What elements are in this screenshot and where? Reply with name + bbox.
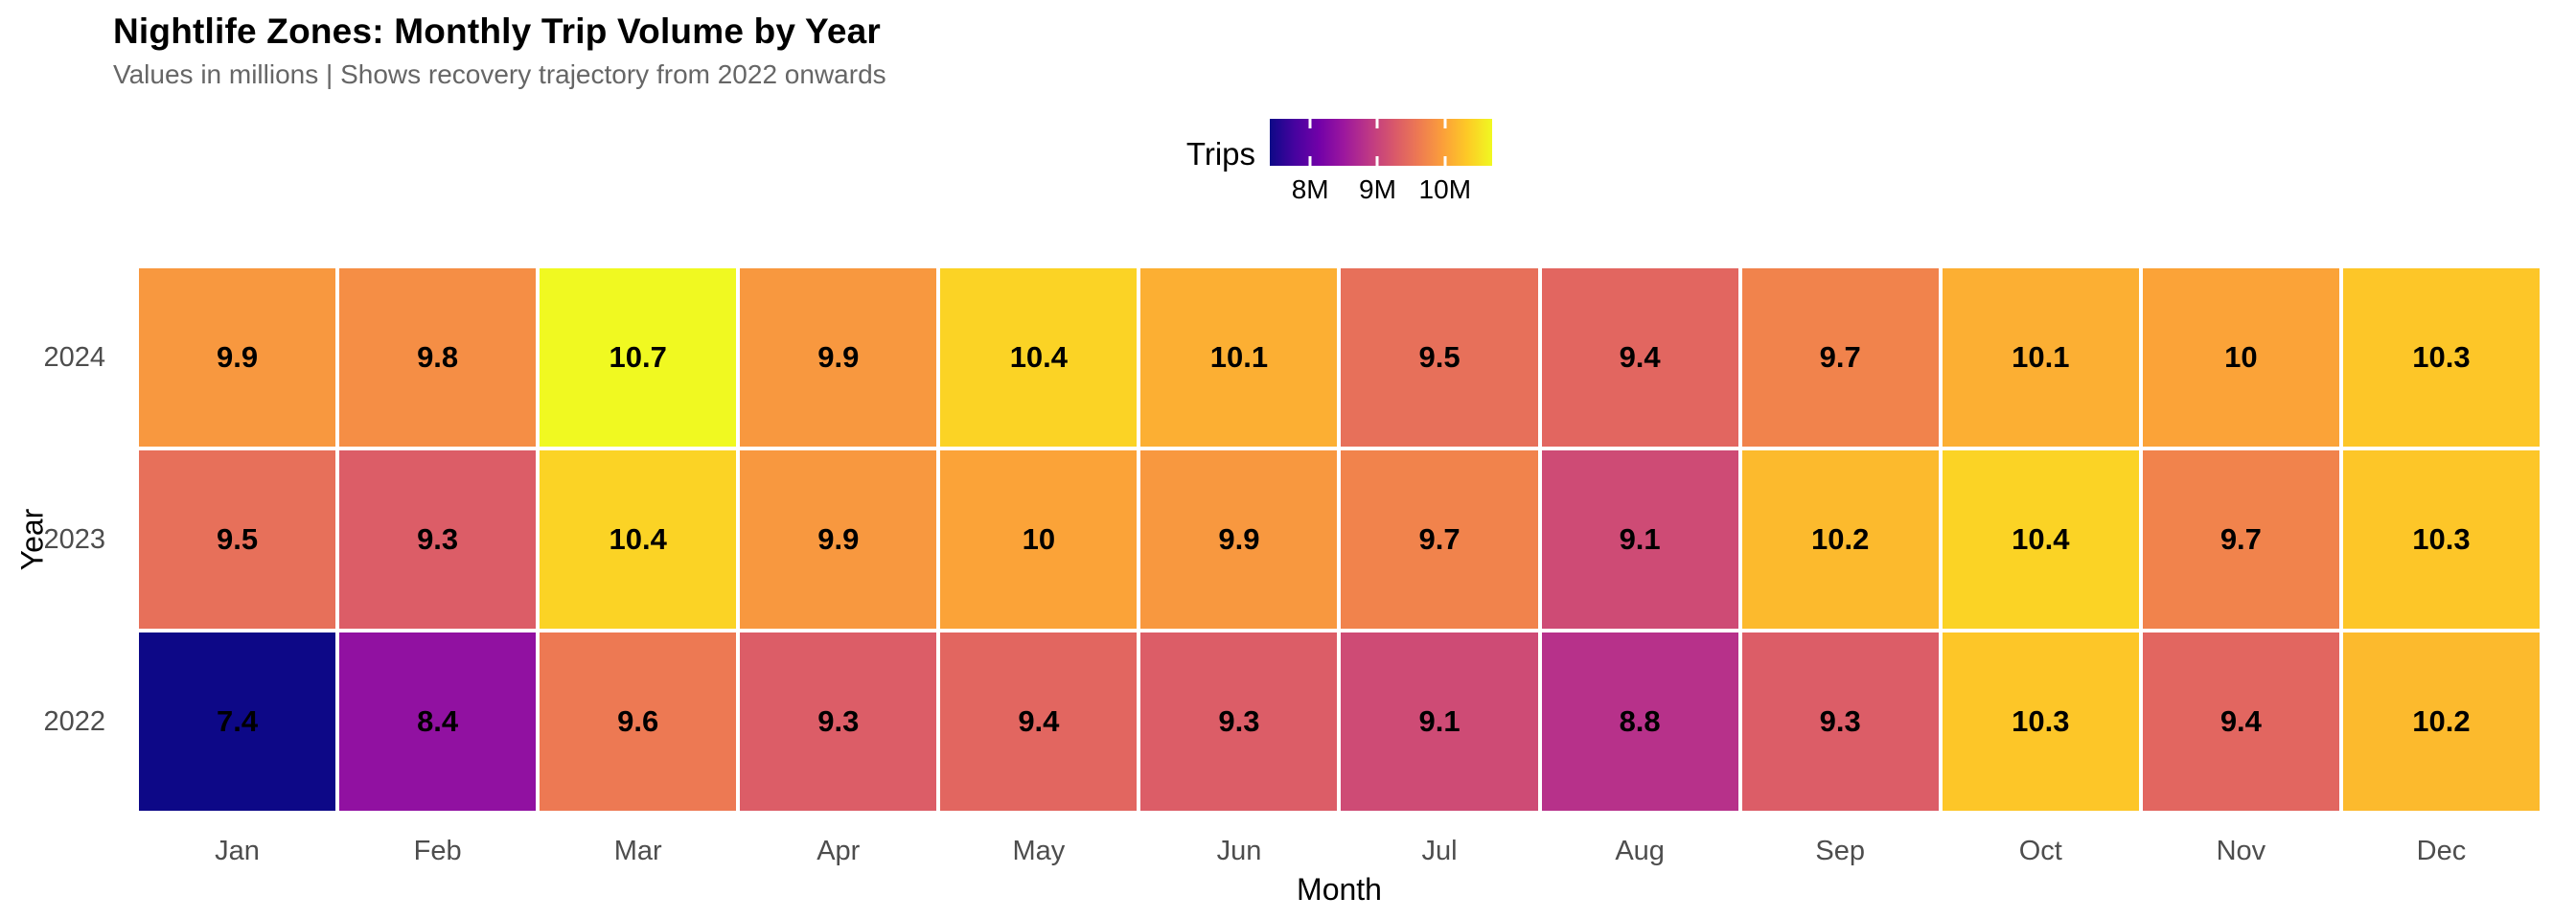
heatmap-cell: 9.8 <box>339 268 537 447</box>
heatmap-cell: 10.3 <box>2342 450 2540 629</box>
heatmap-cell: 10.3 <box>1942 632 2139 811</box>
x-tick-label: Apr <box>816 836 861 866</box>
x-tick-label: Aug <box>1615 836 1665 866</box>
heatmap-cell: 10.3 <box>2342 268 2540 447</box>
heatmap-cell: 10.4 <box>1942 450 2139 629</box>
x-tick-labels: Jan Feb Mar Apr May Jun Jul Aug Sep Oct Nov Dec <box>139 836 2540 870</box>
heatmap-cell: 10.4 <box>540 450 737 629</box>
x-tick-label: Jan <box>215 836 260 866</box>
heatmap-cell: 9.9 <box>139 268 336 447</box>
heatmap-cell: 9.5 <box>139 450 336 629</box>
heatmap-cell: 8.4 <box>339 632 537 811</box>
y-tick-label: 2024 <box>43 341 105 373</box>
heatmap-cell: 10.1 <box>1140 268 1338 447</box>
legend-gradient-bar <box>1270 119 1492 166</box>
heatmap-cell: 9.3 <box>740 632 937 811</box>
legend-tick-mark <box>1375 156 1379 166</box>
legend-tick-labels: 8M 9M 10M <box>1270 174 1492 205</box>
heatmap-cell: 9.4 <box>2142 632 2339 811</box>
legend-title: Trips <box>1185 136 1255 172</box>
x-tick-label: Nov <box>2216 836 2266 866</box>
heatmap-cell: 10.4 <box>940 268 1138 447</box>
heatmap-cell: 10.2 <box>1741 450 1939 629</box>
y-tick-labels: 2024 2023 2022 <box>0 268 113 811</box>
x-axis-title: Month <box>1297 872 1382 907</box>
x-tick-label: Dec <box>2416 836 2467 866</box>
heatmap-cell: 9.3 <box>339 450 537 629</box>
chart-subtitle: Values in millions | Shows recovery traj… <box>113 59 886 89</box>
legend-tick-label: 9M <box>1359 174 1396 204</box>
heatmap-cell: 9.1 <box>1341 632 1538 811</box>
heatmap-cell: 9.4 <box>940 632 1138 811</box>
legend-tick-mark <box>1375 119 1379 128</box>
x-tick-label: Jun <box>1216 836 1262 866</box>
x-tick-label: Oct <box>2018 836 2062 866</box>
y-tick-label: 2022 <box>43 705 105 737</box>
heatmap-cell: 9.7 <box>2142 450 2339 629</box>
heatmap-cell: 9.9 <box>1140 450 1338 629</box>
heatmap-cell: 7.4 <box>139 632 336 811</box>
heatmap-cell: 9.4 <box>1541 268 1738 447</box>
x-tick-label: Mar <box>613 836 662 866</box>
y-tick-label: 2023 <box>43 523 105 555</box>
heatmap-cell: 9.7 <box>1741 268 1939 447</box>
legend-tick-label: 10M <box>1418 174 1472 204</box>
x-tick-label: Feb <box>413 836 462 866</box>
legend-tick-mark <box>1308 156 1312 166</box>
heatmap-cell: 9.5 <box>1341 268 1538 447</box>
heatmap-cell: 10.2 <box>2342 632 2540 811</box>
x-tick-label: May <box>1012 836 1066 866</box>
heatmap-cell: 9.9 <box>740 450 937 629</box>
legend-tick-mark <box>1443 156 1447 166</box>
chart-title: Nightlife Zones: Monthly Trip Volume by … <box>113 12 881 51</box>
heatmap-cell: 9.7 <box>1341 450 1538 629</box>
heatmap-cell: 10 <box>940 450 1138 629</box>
legend-tick-mark <box>1308 119 1312 128</box>
heatmap-cell: 10.1 <box>1942 268 2139 447</box>
heatmap-cell: 9.3 <box>1741 632 1939 811</box>
x-tick-label: Jul <box>1421 836 1458 866</box>
heatmap-cell: 9.9 <box>740 268 937 447</box>
x-tick-label: Sep <box>1815 836 1865 866</box>
heatmap-grid: 9.9 9.8 10.7 9.9 10.4 10.1 9.5 9.4 9.7 10.1 10 10.3… <box>139 268 2540 811</box>
heatmap-cell: 8.8 <box>1541 632 1738 811</box>
legend-tick-label: 8M <box>1291 174 1329 204</box>
heatmap-cell: 9.3 <box>1140 632 1338 811</box>
legend-tick-mark <box>1443 119 1447 128</box>
heatmap-cell: 9.1 <box>1541 450 1738 629</box>
heatmap-cell: 9.6 <box>540 632 737 811</box>
heatmap-cell: 10 <box>2142 268 2339 447</box>
heatmap-cell: 10.7 <box>540 268 737 447</box>
